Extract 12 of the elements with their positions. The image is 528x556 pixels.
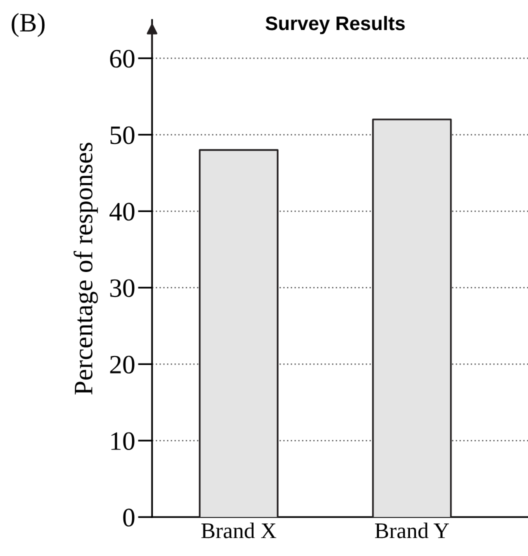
y-tick-label: 30 (110, 279, 134, 298)
y-tick-label: 20 (110, 356, 134, 374)
y-tick-label: 50 (110, 126, 134, 144)
y-axis-title: Percentage of responses (74, 142, 98, 395)
chart-title: Survey Results (266, 16, 405, 34)
x-tick-label: Brand Y (375, 522, 449, 538)
x-tick-label: Brand X (201, 522, 276, 538)
text: (B) (12, 13, 45, 37)
y-tick-label: 0 (123, 508, 134, 526)
y-tick-label: 10 (111, 432, 134, 450)
y-tick-label: 60 (110, 50, 134, 68)
y-tick-label: 40 (110, 202, 134, 221)
